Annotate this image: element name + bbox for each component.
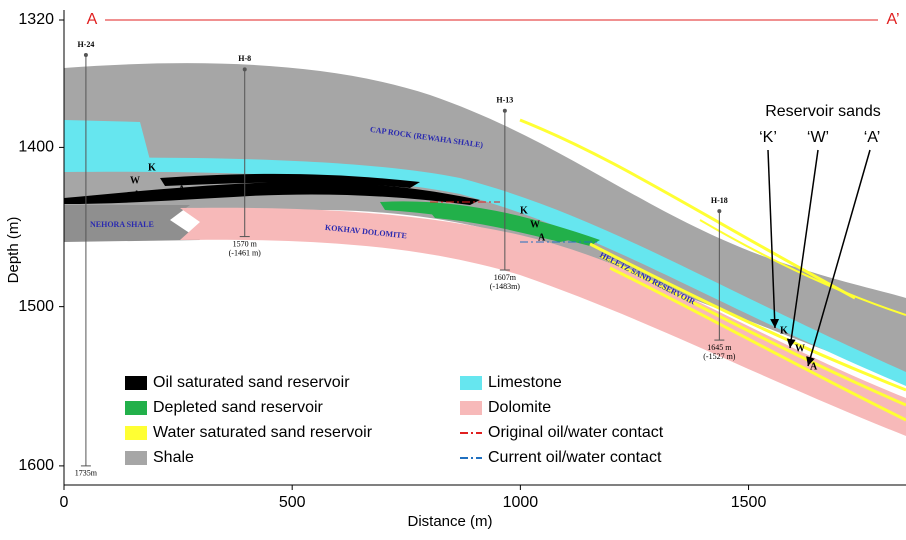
sand-label: A xyxy=(810,361,818,372)
legend-swatch xyxy=(125,376,147,390)
well-depth-label: 1607m xyxy=(494,273,517,282)
x-axis-label: Distance (m) xyxy=(407,513,492,530)
formation-label: NEHORA SHALE xyxy=(90,220,154,229)
sand-label: A xyxy=(133,189,141,200)
annotation: ‘K’ xyxy=(759,129,777,146)
sand-label: W xyxy=(795,343,805,354)
well-head xyxy=(84,53,88,57)
legend-swatch xyxy=(460,401,482,415)
sand-label: W xyxy=(530,219,540,230)
y-axis-label: Depth (m) xyxy=(5,217,22,284)
legend-label: Dolomite xyxy=(488,399,551,416)
y-tick-label: 1600 xyxy=(18,457,54,474)
legend-label: Limestone xyxy=(488,374,562,391)
sand-label: K xyxy=(148,162,156,173)
x-tick-label: 0 xyxy=(60,494,69,511)
sand-label: A xyxy=(538,232,546,243)
sand-label: K xyxy=(780,325,788,336)
legend-swatch xyxy=(125,451,147,465)
well-name: H-18 xyxy=(711,196,728,205)
well-depth-label: (-1461 m) xyxy=(229,248,262,257)
x-tick-label: 500 xyxy=(279,494,306,511)
annotation: ‘W’ xyxy=(807,129,829,146)
well-name: H-13 xyxy=(496,96,513,105)
legend-label: Depleted sand reservoir xyxy=(153,399,324,416)
chart: CAP ROCK (REWAHA SHALE) NEHORA SHALE KOK… xyxy=(0,0,906,535)
legend-label: Oil saturated sand reservoir xyxy=(153,374,350,391)
legend-label: Water saturated sand reservoir xyxy=(153,424,373,441)
y-tick-label: 1320 xyxy=(18,11,54,28)
sand-label: A xyxy=(178,184,186,195)
annotation: Reservoir sands xyxy=(765,103,881,120)
sand-label: W xyxy=(130,175,140,186)
legend-swatch xyxy=(125,401,147,415)
well-depth-label: (-1527 m) xyxy=(703,352,736,361)
well-depth-label: 1645 m xyxy=(707,343,732,352)
well-head xyxy=(243,67,247,71)
well-name: H-8 xyxy=(238,54,251,63)
sand-label: K xyxy=(520,205,528,216)
annotation: ‘A’ xyxy=(864,129,881,146)
legend-label: Current oil/water contact xyxy=(488,449,662,466)
well-name: H-24 xyxy=(77,40,94,49)
legend-swatch xyxy=(125,426,147,440)
section-end: A’ xyxy=(886,11,899,28)
well-head xyxy=(503,109,507,113)
y-tick-label: 1500 xyxy=(18,298,54,315)
well-depth-label: 1570 m xyxy=(233,239,258,248)
well-depth-label: 1735m xyxy=(75,469,98,478)
legend-swatch xyxy=(460,376,482,390)
well-head xyxy=(717,209,721,213)
y-tick-label: 1400 xyxy=(18,139,54,156)
legend-label: Shale xyxy=(153,449,194,466)
well-depth-label: (-1483m) xyxy=(490,282,521,291)
x-tick-label: 1500 xyxy=(731,494,767,511)
legend-label: Original oil/water contact xyxy=(488,424,664,441)
x-tick-label: 1000 xyxy=(503,494,539,511)
section-start: A xyxy=(87,11,98,28)
